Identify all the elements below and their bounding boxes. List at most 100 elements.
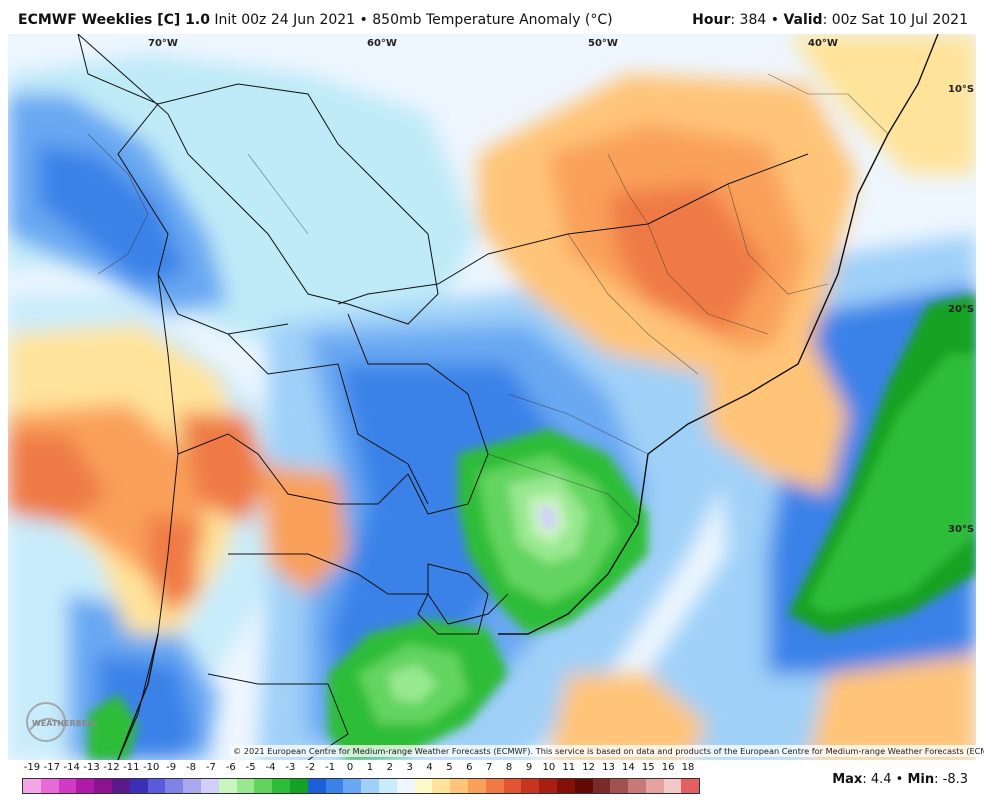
colorbar-swatch [254,779,273,793]
colorbar-tick-label: 14 [622,762,635,773]
coastline [117,34,939,760]
colorbar-swatch [236,779,255,793]
colorbar-tick-label: -13 [83,762,100,773]
political-borders [77,34,809,760]
colorbar-swatch [521,779,540,793]
colorbar-swatches [22,778,700,794]
colorbar-tick-label: -5 [245,762,256,773]
colorbar-swatch [23,779,41,793]
colorbar-labels: -19 -17 -14 -13 -12 -11 -10 -9 -8 -7 -6 -5 -4 -3 -2 -1 0… [22,762,702,778]
colorbar-swatch [111,779,130,793]
colorbar-swatch [129,779,148,793]
colorbar-tick-label: 9 [525,762,533,773]
map-canvas [8,34,976,760]
colorbar-swatch [645,779,664,793]
valid-time-block: Hour: 384 • Valid: 00z Sat 10 Jul 2021 [692,12,968,28]
colorbar-swatch [325,779,344,793]
copyright-notice: © 2021 European Centre for Medium-range … [230,745,984,757]
weatherbell-logo: WEATHERBELL [24,700,102,744]
colorbar-swatch [485,779,504,793]
init-time: Init 00z 24 Jun 2021 [214,12,356,28]
colorbar-swatch [343,779,362,793]
colorbar-tick-label: 1 [366,762,374,773]
min-label: Min [907,772,935,787]
colorbar-tick-label: -10 [143,762,160,773]
colorbar-swatch [628,779,646,793]
colorbar-swatch [503,779,522,793]
colorbar-swatch [147,779,166,793]
colorbar-tick-label: -1 [325,762,336,773]
colorbar-swatch [592,779,611,793]
logo-text: WEATHERBELL [32,719,97,728]
colorbar-tick-label: 11 [562,762,576,773]
colorbar-tick-label: 15 [641,762,655,773]
colorbar-swatch [307,779,326,793]
colorbar-tick-label: -7 [205,762,216,773]
max-min-stats: Max: 4.4 • Min: -8.3 [832,772,968,787]
colorbar-tick-label: -12 [103,762,120,773]
valid-label: Valid [783,12,823,28]
colorbar-swatch [663,779,682,793]
stats-separator: • [895,772,904,787]
valid-value: : 00z Sat 10 Jul 2021 [822,12,968,28]
colorbar-swatch [361,779,379,793]
colorbar-tick-label: 6 [466,762,473,773]
colorbar-tick-label: 4 [426,762,433,773]
colorbar-swatch [218,779,237,793]
colorbar-swatch [200,779,219,793]
colorbar-tick-label: 10 [542,762,556,773]
colorbar-tick-label: -14 [63,762,80,773]
colorbar-swatch [539,779,557,793]
colorbar-tick-label: 12 [582,762,596,773]
colorbar-swatch [556,779,575,793]
colorbar-swatch [58,779,77,793]
colorbar-tick-label: -17 [43,762,60,773]
lon-label-50w: 50°W [588,38,618,49]
max-label: Max [832,772,863,787]
colorbar-swatch [574,779,593,793]
colorbar-swatch [94,779,112,793]
colorbar-tick-label: -19 [23,762,41,773]
lon-label-40w: 40°W [808,38,838,49]
colorbar-swatch [610,779,629,793]
colorbar-swatch [378,779,397,793]
colorbar-tick-label: 5 [446,762,453,773]
lon-label-60w: 60°W [367,38,397,49]
colorbar-legend: -19 -17 -14 -13 -12 -11 -10 -9 -8 -7 -6 -5 -4 -3 -2 -1 0… [22,762,702,802]
colorbar-tick-label: 7 [486,762,493,773]
colorbar-tick-label: -11 [123,762,140,773]
colorbar-tick-label: 18 [681,762,695,773]
colorbar-tick-label: 8 [505,762,513,773]
colorbar-swatch [272,779,290,793]
hour-label: Hour [692,12,731,28]
colorbar-tick-label: 3 [406,762,413,773]
colorbar-swatch [40,779,59,793]
colorbar-swatch [183,779,201,793]
field-name: 850mb Temperature Anomaly (°C) [372,12,613,28]
colorbar-swatch [165,779,184,793]
colorbar-swatch [396,779,415,793]
hour-value: : 384 [730,12,767,28]
colorbar-swatch [432,779,451,793]
colorbar-tick-label: 16 [661,762,675,773]
colorbar-tick-label: 2 [386,762,393,773]
anomaly-map[interactable] [8,34,976,760]
colorbar-swatch [467,779,486,793]
colorbar-tick-label: -2 [305,762,316,773]
colorbar-swatch [681,779,700,793]
colorbar-tick-label: -3 [285,762,296,773]
colorbar-tick-label: 0 [346,762,354,773]
state-borders [87,73,889,525]
colorbar-swatch [414,779,433,793]
colorbar-swatch [289,779,308,793]
colorbar-tick-label: 13 [602,762,615,773]
colorbar-swatch [450,779,468,793]
positive-anomaly-green-layer [88,294,976,760]
colorbar-swatch [76,779,95,793]
map-header: ECMWF Weeklies [C] 1.0 Init 00z 24 Jun 2… [0,0,984,34]
colorbar-tick-label: -9 [166,762,177,773]
max-value: : 4.4 [862,772,892,787]
lat-label-30s: 30°S [948,524,975,535]
min-value: : -8.3 [934,772,968,787]
title-separator: • [359,12,368,28]
